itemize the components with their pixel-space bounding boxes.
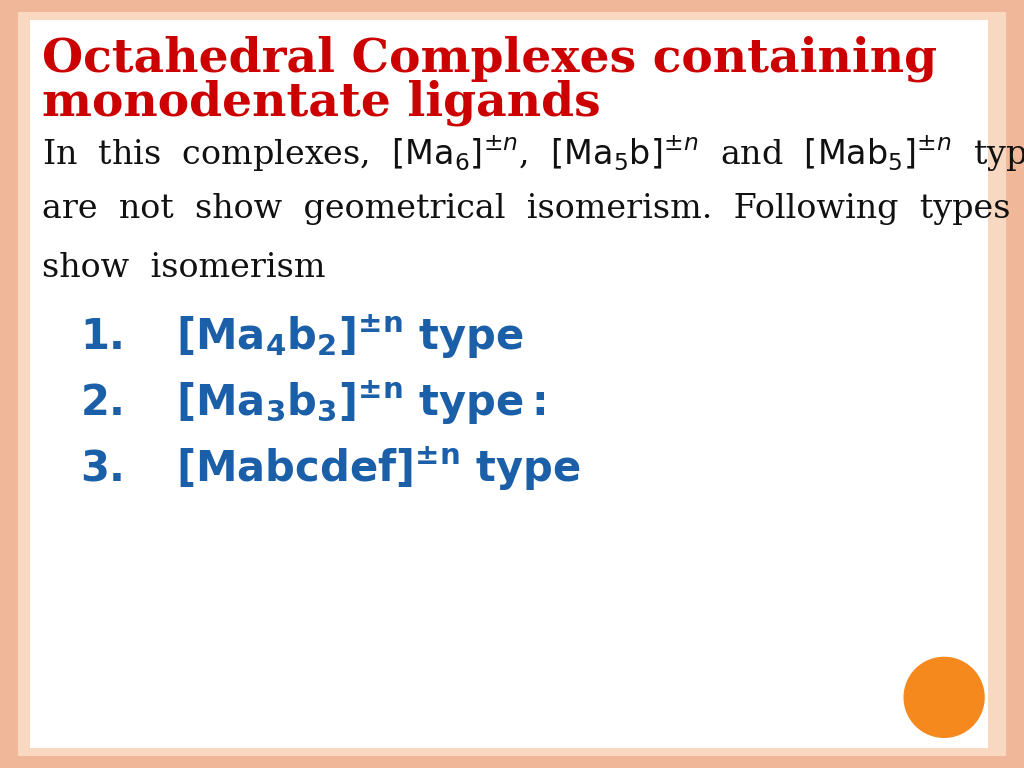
Text: $\mathbf{1.}$   $\mathbf{[Ma_4b_2]^{\pm n}}$ $\mathbf{type}$: $\mathbf{1.}$ $\mathbf{[Ma_4b_2]^{\pm n}… — [80, 312, 523, 360]
Text: $\mathbf{3.}$   $\mathbf{[Mabcdef]^{\pm n}}$ $\mathbf{type}$: $\mathbf{3.}$ $\mathbf{[Mabcdef]^{\pm n}… — [80, 444, 581, 492]
Text: Octahedral Complexes containing: Octahedral Complexes containing — [42, 36, 937, 82]
Circle shape — [904, 657, 984, 737]
Text: $\mathbf{2.}$   $\mathbf{[Ma_3b_3]^{\pm n}}$ $\mathbf{type:}$: $\mathbf{2.}$ $\mathbf{[Ma_3b_3]^{\pm n}… — [80, 378, 546, 426]
Text: are  not  show  geometrical  isomerism.  Following  types  are: are not show geometrical isomerism. Foll… — [42, 193, 1024, 225]
Text: In  this  complexes,  $[\mathrm{Ma_6}]^{\pm n}$,  $[\mathrm{Ma_5b}]^{\pm n}$  an: In this complexes, $[\mathrm{Ma_6}]^{\pm… — [42, 134, 1024, 174]
Text: monodentate ligands: monodentate ligands — [42, 80, 601, 127]
Text: show  isomerism: show isomerism — [42, 252, 326, 284]
